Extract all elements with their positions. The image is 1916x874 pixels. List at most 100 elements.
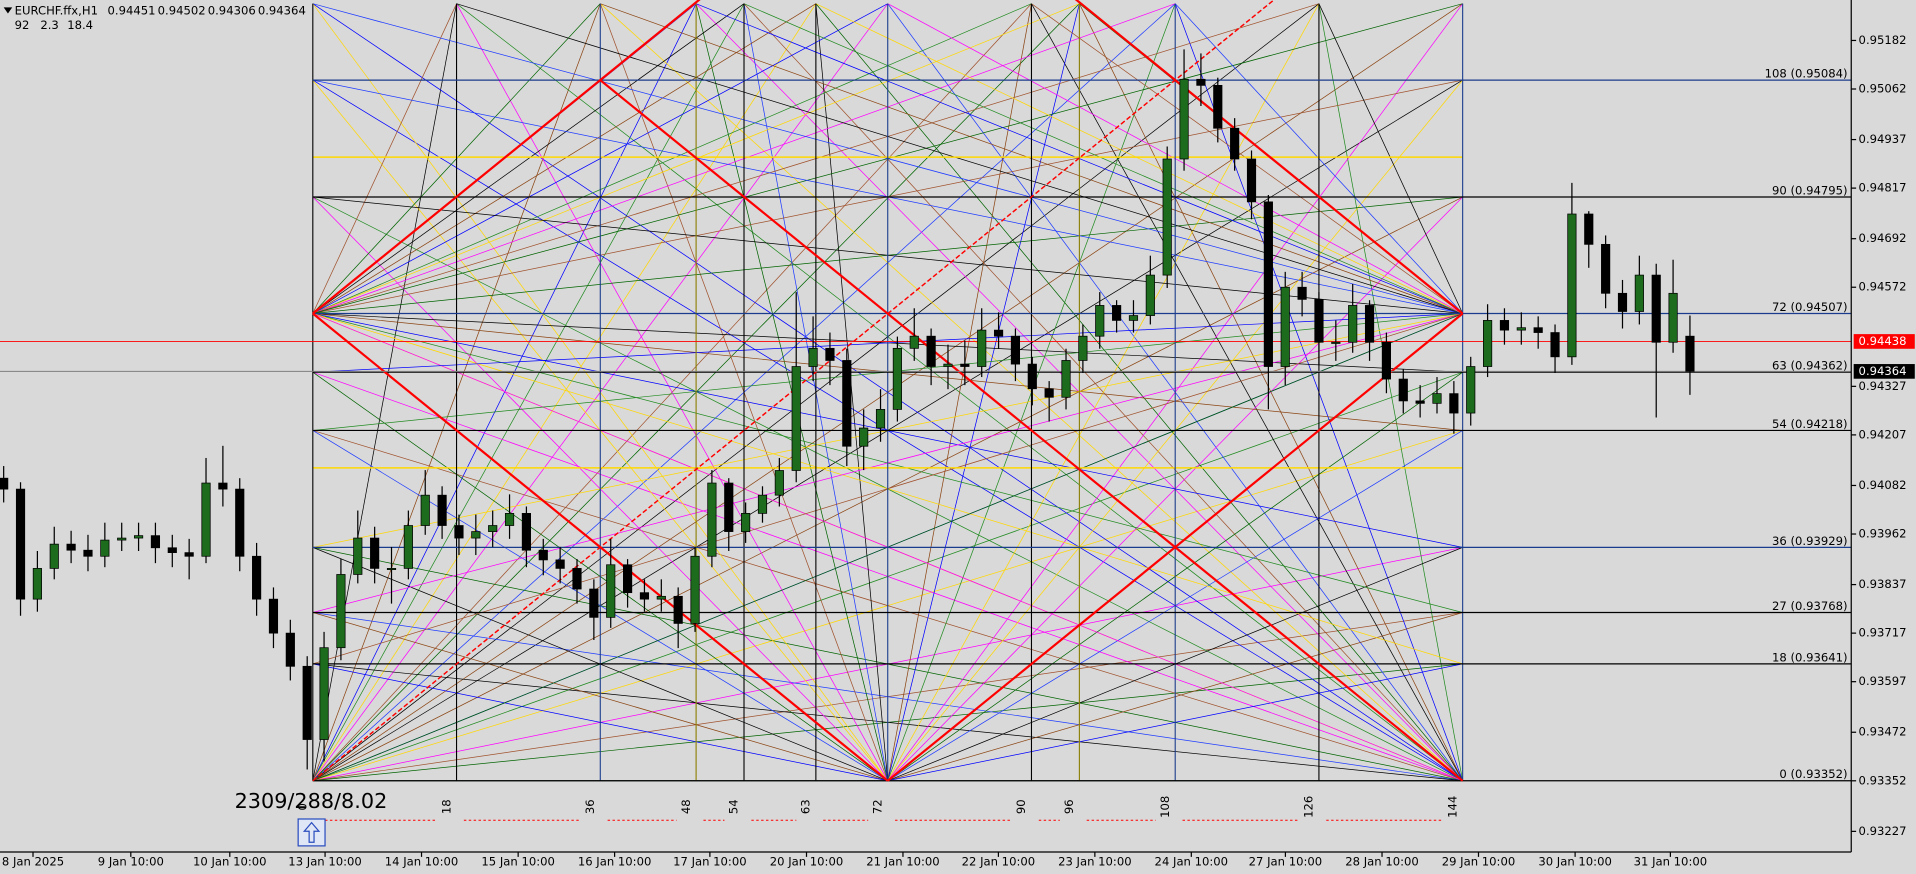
y-tick-label: 0.94692 [1859, 231, 1907, 245]
candle-body [370, 537, 380, 569]
y-tick-label: 0.93597 [1859, 674, 1907, 688]
candle-body [437, 494, 447, 526]
candle-body [1449, 393, 1459, 414]
y-tick-label: 0.94937 [1859, 132, 1907, 146]
price-tag-label: 0.94438 [1859, 334, 1907, 348]
price-tag [1853, 334, 1915, 349]
candle-body [1246, 158, 1257, 203]
x-tick-label: 31 Jan 10:00 [1634, 854, 1708, 868]
candle-body [302, 665, 312, 740]
info: 2.3 [40, 18, 58, 32]
fan-line [1318, 3, 1464, 781]
ohlc-open: 0.94451 [108, 4, 156, 18]
candle-body [707, 482, 717, 557]
candle-body [656, 595, 666, 600]
fan-line [1318, 3, 1463, 314]
y-tick-label: 0.93717 [1859, 626, 1907, 640]
x-tick-label: 9 Jan 10:00 [98, 854, 164, 868]
candle-body [1280, 286, 1290, 367]
candle-body [49, 543, 59, 569]
level-label: 18 (0.93641) [1772, 650, 1848, 664]
candle-body [133, 535, 144, 539]
arrow-icon [302, 821, 321, 843]
candle-body [386, 568, 397, 570]
candle-body [1196, 78, 1206, 86]
candle-body [993, 329, 1004, 337]
candle-body [572, 568, 582, 590]
candle-body [15, 488, 26, 600]
candle-body [623, 564, 633, 594]
level-label: 54 (0.94218) [1772, 417, 1848, 431]
candle-body [1078, 335, 1088, 361]
candle-body [1567, 213, 1577, 358]
candle-body [859, 427, 869, 447]
x-tick-label: 30 Jan 10:00 [1538, 854, 1612, 868]
y-tick-label: 0.95062 [1859, 82, 1907, 96]
fan-line [743, 3, 1463, 314]
x-tick-label: 20 Jan 10:00 [770, 854, 844, 868]
y-tick-label: 0.93472 [1859, 725, 1907, 739]
x-tick-label: 29 Jan 10:00 [1442, 854, 1516, 868]
level-label: 36 (0.93929) [1772, 534, 1848, 548]
time-count-label: 108 [1158, 796, 1172, 818]
candle-body [1213, 84, 1223, 129]
candle-body [1027, 363, 1037, 390]
diamond-line [599, 79, 1464, 782]
candle-body [0, 477, 9, 490]
candle-body [639, 592, 650, 600]
candle-body [1061, 360, 1071, 398]
candle-body [504, 513, 515, 526]
candle-body [1685, 335, 1695, 372]
candle-body [32, 568, 42, 600]
candle-body [1297, 286, 1307, 300]
menu-triangle[interactable] [3, 7, 13, 14]
candle-body [336, 574, 346, 649]
x-tick-label: 24 Jan 10:00 [1155, 854, 1229, 868]
time-count-label: 0 [296, 803, 310, 810]
candle-body [1128, 315, 1139, 321]
y-tick-label: 0.94207 [1859, 427, 1907, 441]
time-count-label: 63 [799, 799, 813, 814]
x-tick-label: 23 Jan 10:00 [1058, 854, 1132, 868]
candle-body [1415, 400, 1425, 404]
x-tick-label: 8 Jan 2025 [2, 854, 64, 868]
candle-body [1584, 213, 1594, 245]
candle-body [1112, 305, 1122, 321]
candle-body [1145, 274, 1155, 316]
fan-line [312, 3, 457, 781]
candle-body [150, 535, 161, 549]
level-label: 27 (0.93768) [1772, 599, 1848, 613]
annotation: 2309/288/8.02 [235, 789, 388, 813]
candle-body [1179, 78, 1189, 160]
x-tick-label: 14 Jan 10:00 [385, 854, 459, 868]
candle-body [83, 549, 93, 557]
x-tick-label: 10 Jan 10:00 [193, 854, 267, 868]
candle-body [589, 588, 599, 618]
info: 92 [15, 18, 30, 32]
y-tick-label: 0.94572 [1859, 280, 1907, 294]
time-count-label: 126 [1302, 796, 1316, 818]
candle-body [1668, 292, 1678, 343]
time-count-label: 96 [1062, 799, 1076, 814]
candles [0, 49, 1695, 770]
candle-body [319, 647, 329, 740]
time-count-label: 90 [1014, 799, 1028, 814]
candle-body [1381, 341, 1391, 380]
candle-body [1634, 274, 1644, 312]
labels: 0 18 36 48 54 63 72 90 96 108 126 144 108 (0.95084) 9… [2, 33, 1915, 868]
x-tick-label: 17 Jan 10:00 [673, 854, 747, 868]
x-tick-label: 16 Jan 10:00 [578, 854, 652, 868]
candle-body [808, 347, 818, 367]
y-tick-label: 0.93837 [1859, 577, 1907, 591]
diamond-line [312, 0, 1275, 782]
candle-body [420, 494, 430, 526]
time-count-label: 54 [727, 799, 741, 814]
level-label: 90 (0.94795) [1772, 183, 1848, 197]
candle-body [117, 537, 127, 541]
level-label: 0 (0.93352) [1779, 767, 1847, 781]
candle-body [943, 363, 953, 367]
time-count-label: 72 [870, 799, 884, 814]
time-count-label: 48 [679, 799, 693, 814]
